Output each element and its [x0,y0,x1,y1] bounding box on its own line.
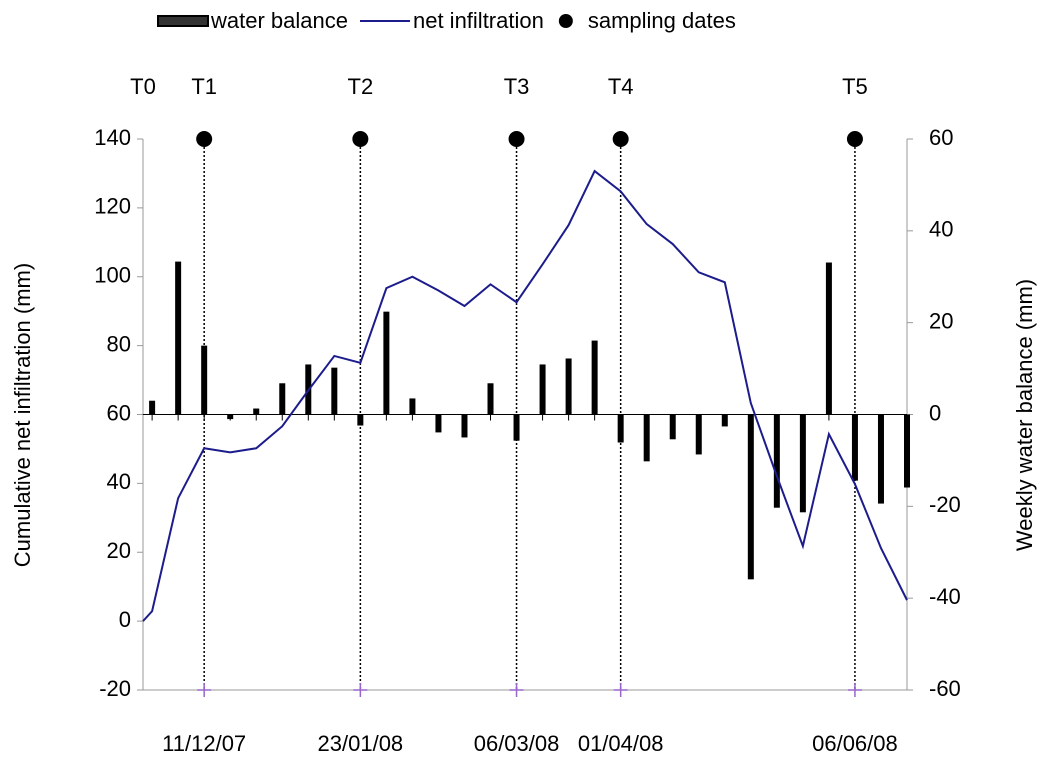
legend-label: water balance [210,8,348,33]
bar [539,364,546,415]
bar [643,414,650,462]
legend-label: sampling dates [588,8,736,33]
x-tick-label: 23/01/08 [318,731,404,756]
x-tick-label: 06/06/08 [812,731,898,756]
y-tick-label: 0 [119,607,131,632]
legend-label: net infiltration [413,8,544,33]
sampling-label: T2 [348,74,374,99]
bar [435,414,442,433]
bar [253,408,260,415]
bar [149,400,156,415]
y2-tick-label: 60 [929,125,953,150]
sampling-dot [196,131,213,147]
sampling-tick [847,683,862,697]
y-axis-title: Cumulative net infiltration (mm) [10,263,35,567]
bar [825,262,832,415]
sampling-label: T0 [130,74,156,99]
y2-tick-label: 40 [929,217,953,242]
line [142,169,908,622]
bar [279,383,286,415]
y-tick-label: 140 [94,125,131,150]
bar [695,414,702,455]
bar [669,414,676,440]
bar [591,340,598,415]
bar [799,414,806,513]
sampling-tick [613,683,628,697]
bar [487,383,494,415]
bar [331,367,338,415]
sampling-dot [612,131,629,147]
y-tick-label: -20 [99,676,131,701]
sampling-tick [353,683,368,697]
sampling-dot [352,131,369,147]
y-tick-label: 40 [107,469,131,494]
bar [747,414,754,580]
legend-swatch [558,14,573,28]
y2-tick-label: -20 [929,492,961,517]
bar [851,414,858,481]
bar [409,398,416,415]
x-tick-label: 01/04/08 [578,731,664,756]
y2-tick-label: -40 [929,584,961,609]
bar [175,261,182,415]
bar [357,414,364,426]
sampling-tick [509,683,524,697]
sampling-label: T3 [504,74,530,99]
bar [565,358,572,415]
y2-tick-label: 20 [929,308,953,333]
bar [721,414,728,427]
sampling-tick [197,683,212,697]
y-tick-label: 100 [94,263,131,288]
x-tick-label: 06/03/08 [474,731,560,756]
bar [383,311,390,415]
y-tick-label: 60 [107,400,131,425]
bar [617,414,624,443]
x-tick-label: 11/12/07 [162,731,246,756]
y2-tick-label: -60 [929,676,961,701]
bar [513,414,520,441]
legend-swatch [157,15,209,27]
bar [904,414,910,488]
bar [227,414,234,420]
y2-axis-title: Weekly water balance (mm) [1012,279,1037,551]
y-tick-label: 80 [107,331,131,356]
bar [877,414,884,504]
sampling-dot [508,131,525,147]
bar [201,345,208,415]
bar [461,414,468,438]
y-tick-label: 20 [107,538,131,563]
sampling-label: T1 [191,74,217,99]
y2-tick-label: 0 [929,400,941,425]
sampling-label: T5 [842,74,868,99]
sampling-dot [846,131,863,147]
sampling-label: T4 [608,74,634,99]
y-tick-label: 120 [94,194,131,219]
bar [773,414,780,508]
